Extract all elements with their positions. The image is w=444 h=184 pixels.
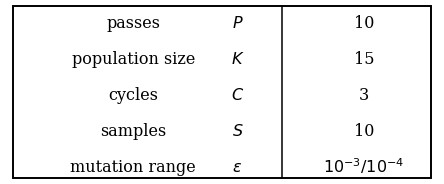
Text: passes: passes xyxy=(106,15,160,32)
Text: $10^{-3}/10^{-4}$: $10^{-3}/10^{-4}$ xyxy=(324,158,404,177)
Text: population size: population size xyxy=(71,51,195,68)
Text: 10: 10 xyxy=(354,15,374,32)
Text: 10: 10 xyxy=(354,123,374,140)
Text: $C$: $C$ xyxy=(231,87,244,104)
Text: 3: 3 xyxy=(359,87,369,104)
Text: $\epsilon$: $\epsilon$ xyxy=(233,159,242,176)
Text: $K$: $K$ xyxy=(231,51,244,68)
Text: $S$: $S$ xyxy=(232,123,243,140)
Text: mutation range: mutation range xyxy=(70,159,196,176)
Text: $P$: $P$ xyxy=(232,15,243,32)
Text: samples: samples xyxy=(100,123,166,140)
Text: cycles: cycles xyxy=(108,87,158,104)
Text: 15: 15 xyxy=(354,51,374,68)
